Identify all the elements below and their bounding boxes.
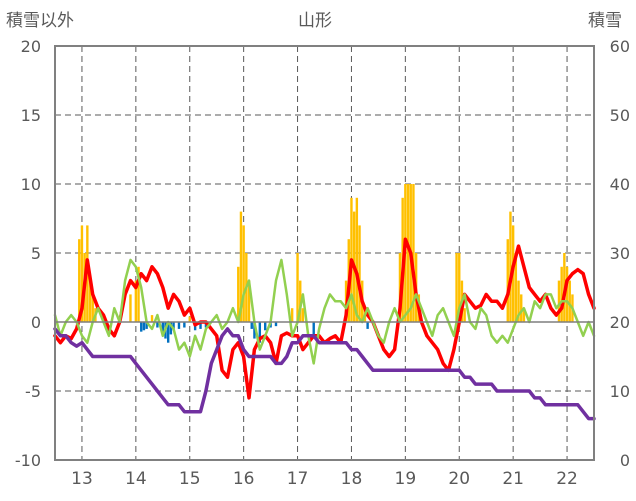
left-tick-label: -10 xyxy=(15,451,41,470)
left-tick-label: 15 xyxy=(21,106,41,125)
bar xyxy=(250,322,253,329)
x-tick-label: 22 xyxy=(556,469,578,489)
bar xyxy=(301,308,305,322)
right-tick-label: 20 xyxy=(610,313,630,332)
axes-group xyxy=(54,45,595,461)
x-tick-label: 17 xyxy=(287,469,309,489)
right-tick-label: 40 xyxy=(610,175,630,194)
bar xyxy=(506,239,509,322)
bar xyxy=(412,184,415,322)
right-tick-label: 0 xyxy=(620,451,630,470)
bar xyxy=(274,322,278,327)
bars-group xyxy=(78,184,574,343)
bar xyxy=(290,308,294,322)
right-tick-label: 30 xyxy=(610,244,630,263)
bar xyxy=(129,294,132,322)
left-tick-label: 0 xyxy=(31,313,41,332)
bar xyxy=(242,225,245,322)
plot-frame xyxy=(54,45,595,461)
bar xyxy=(239,211,243,322)
bar xyxy=(463,308,466,322)
series-line xyxy=(53,258,596,365)
bar xyxy=(137,266,140,322)
x-tick-label: 14 xyxy=(125,469,147,489)
x-tick-label: 19 xyxy=(395,469,417,489)
bar xyxy=(134,280,138,322)
bar xyxy=(140,322,143,332)
bar xyxy=(455,253,458,322)
bar xyxy=(560,266,563,322)
bar xyxy=(172,322,175,331)
bar xyxy=(199,322,202,329)
lines-group xyxy=(53,237,596,421)
x-tick-label: 20 xyxy=(448,469,470,489)
bar xyxy=(169,322,173,335)
bar xyxy=(156,322,159,328)
bar xyxy=(166,322,170,343)
bar xyxy=(142,322,146,331)
bar xyxy=(509,211,512,322)
chart-title: 山形 xyxy=(298,11,332,31)
bar xyxy=(78,239,81,322)
bar xyxy=(145,322,148,329)
x-tick-label: 16 xyxy=(233,469,255,489)
bar xyxy=(565,266,569,322)
bar xyxy=(161,322,164,334)
bar xyxy=(355,197,359,322)
x-tick-label: 21 xyxy=(502,469,524,489)
bar xyxy=(517,280,520,322)
right-tick-label: 60 xyxy=(610,37,630,56)
bar xyxy=(522,308,526,322)
x-tick-label: 13 xyxy=(71,469,93,489)
bar xyxy=(458,253,461,322)
bar xyxy=(247,280,251,322)
bar xyxy=(406,184,410,322)
bar xyxy=(237,266,240,322)
series-line xyxy=(53,327,596,421)
bar xyxy=(183,322,186,328)
right-tick-label: 10 xyxy=(610,382,630,401)
bar xyxy=(568,280,571,322)
x-tick-label: 18 xyxy=(341,469,363,489)
bar xyxy=(150,315,154,322)
bar xyxy=(299,280,302,322)
right-tick-label: 50 xyxy=(610,106,630,125)
bar xyxy=(177,322,181,329)
bar xyxy=(88,280,92,322)
left-tick-label: 10 xyxy=(21,175,41,194)
bar xyxy=(366,322,369,329)
left-tick-label: 5 xyxy=(31,244,41,263)
bar xyxy=(296,253,299,322)
bar xyxy=(557,280,561,322)
left-axis-title: 積雪以外 xyxy=(6,11,74,31)
bar xyxy=(312,322,315,336)
bar xyxy=(258,322,262,343)
bar xyxy=(91,294,94,322)
right-axis-title: 積雪 xyxy=(588,11,622,31)
bar xyxy=(358,225,361,322)
bar xyxy=(514,253,518,322)
left-tick-label: 20 xyxy=(21,37,41,56)
bar xyxy=(188,316,191,322)
bar xyxy=(520,294,523,322)
bar xyxy=(253,322,256,339)
bar xyxy=(80,225,84,322)
left-tick-label: -5 xyxy=(25,382,41,401)
bar xyxy=(264,322,267,331)
x-tick-label: 15 xyxy=(179,469,201,489)
